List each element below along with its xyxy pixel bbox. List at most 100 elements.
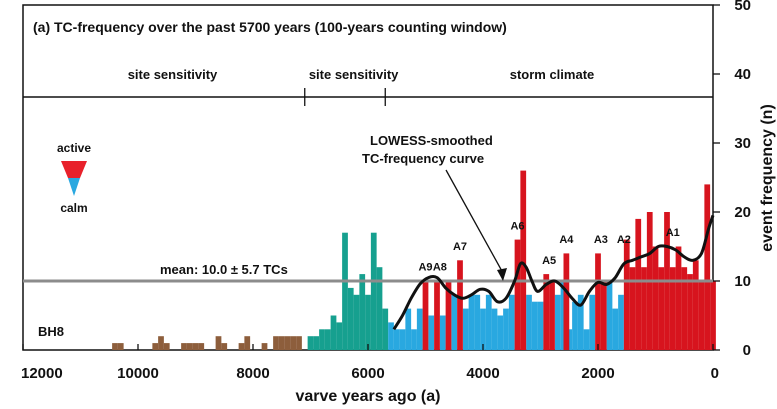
bar-brown: [152, 343, 159, 350]
bar-red: [563, 253, 570, 350]
bar-blue: [474, 294, 481, 350]
bar-teal: [319, 329, 325, 350]
bar-brown: [278, 336, 285, 350]
bar-red: [652, 246, 659, 350]
bar-blue: [393, 329, 400, 350]
bar-red: [704, 184, 711, 350]
y-tick-label: 40: [734, 66, 751, 83]
bar-teal: [365, 294, 371, 350]
bar-blue: [526, 294, 532, 350]
bar-red: [520, 170, 527, 350]
bar-blue: [583, 329, 590, 350]
bar-brown: [192, 343, 199, 350]
period-labels: site sensitivity site sensitivity storm cl…: [128, 67, 595, 82]
bar-red: [681, 267, 688, 350]
bar-red: [669, 267, 676, 350]
bar-red: [514, 239, 521, 350]
bar-blue: [606, 281, 613, 350]
bar-blue: [589, 294, 596, 350]
bar-red: [635, 218, 642, 350]
y-axis-label: event frequency (n): [759, 104, 776, 252]
bar-red: [710, 281, 716, 350]
bar-red: [629, 267, 636, 350]
bar-blue: [416, 308, 423, 350]
bar-blue: [508, 294, 515, 350]
period-label: site sensitivity: [128, 67, 218, 82]
bar-blue: [388, 322, 394, 350]
bar-blue: [399, 329, 406, 350]
bar-teal: [359, 274, 366, 350]
annotation-a4: A4: [559, 234, 574, 246]
bar-teal: [342, 232, 348, 350]
bar-blue: [451, 294, 458, 350]
mean-line-group: mean: 10.0 ± 5.7 TCs: [23, 262, 713, 283]
bar-red: [543, 274, 550, 350]
bar-brown: [296, 336, 302, 350]
bar-blue: [439, 315, 446, 350]
bar-teal: [370, 232, 377, 350]
bar-brown: [221, 343, 228, 350]
bars: [112, 170, 716, 350]
bar-teal: [324, 329, 331, 350]
bar-red: [422, 281, 429, 350]
bar-blue: [497, 315, 504, 350]
annotation-a6: A6: [510, 220, 524, 232]
bar-blue: [554, 294, 561, 350]
bar-teal: [347, 287, 354, 350]
annotation-a8: A8: [433, 262, 447, 274]
bar-blue: [572, 301, 578, 350]
x-axis: 12000 10000 8000 6000 4000 2000 0: [21, 344, 719, 382]
annotation-a1: A1: [666, 227, 680, 239]
y-tick-label: 50: [734, 0, 751, 14]
bar-teal: [313, 336, 320, 350]
x-tick-label: 6000: [351, 365, 384, 382]
period-label: site sensitivity: [309, 67, 399, 82]
period-boundaries: [304, 88, 386, 106]
x-axis-label: varve years ago (a): [296, 388, 441, 405]
bar-blue: [468, 294, 475, 350]
bar-teal: [336, 322, 343, 350]
bar-brown: [215, 336, 222, 350]
y-tick-label: 30: [734, 135, 751, 152]
x-tick-label: 2000: [581, 365, 614, 382]
bar-red: [549, 281, 555, 350]
bar-brown: [158, 336, 164, 350]
y-tick-label: 20: [734, 204, 751, 221]
bar-teal: [382, 308, 389, 350]
bar-teal: [307, 336, 314, 350]
bar-brown: [238, 343, 245, 350]
callout-arrow-head: [497, 268, 507, 281]
bar-blue: [405, 308, 412, 350]
bar-brown: [284, 336, 291, 350]
bar-blue: [462, 308, 469, 350]
chart-title: (a) TC-frequency over the past 5700 year…: [33, 19, 507, 35]
x-tick-label: 8000: [236, 365, 269, 382]
bar-blue: [480, 308, 486, 350]
callout-arrow-shaft: [445, 169, 504, 274]
y-tick-label: 10: [734, 273, 751, 290]
core-label: BH8: [38, 324, 64, 339]
bar-red: [600, 281, 607, 350]
bar-brown: [112, 343, 118, 350]
bar-brown: [273, 336, 279, 350]
bar-blue: [428, 315, 435, 350]
annotation-a7: A7: [453, 241, 467, 253]
legend-active-label: active: [57, 141, 91, 155]
bar-blue: [577, 294, 584, 350]
legend: active calm: [57, 141, 91, 215]
bar-blue: [491, 308, 498, 350]
smooth-label-line1: LOWESS-smoothed: [370, 133, 493, 148]
mean-label: mean: 10.0 ± 5.7 TCs: [160, 262, 288, 277]
bar-blue: [485, 294, 492, 350]
annotation-a2: A2: [617, 234, 631, 246]
bar-brown: [261, 343, 268, 350]
period-label: storm climate: [510, 67, 595, 82]
bar-brown: [186, 343, 193, 350]
bar-blue: [411, 329, 417, 350]
y-tick-label: 0: [743, 342, 751, 359]
bar-red: [641, 267, 647, 350]
annotation-a5: A5: [542, 255, 556, 267]
x-tick-label: 4000: [466, 365, 499, 382]
bar-teal: [330, 315, 337, 350]
